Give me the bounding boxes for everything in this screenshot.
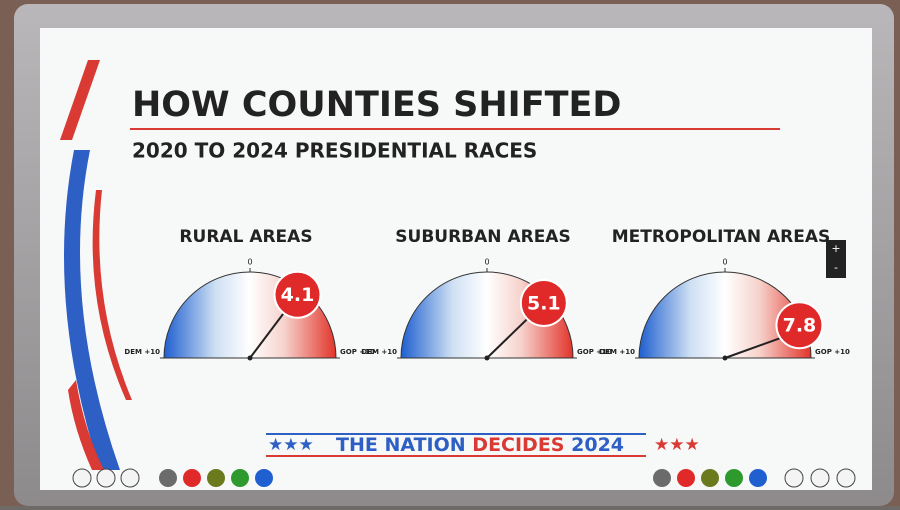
value-badge bbox=[273, 270, 322, 319]
toolbar bbox=[72, 468, 856, 488]
gauge-tick-label: GOP +10 bbox=[577, 348, 612, 356]
value-badge bbox=[519, 278, 568, 327]
color-swatch[interactable] bbox=[725, 469, 743, 487]
decor-stripe bbox=[68, 380, 104, 470]
value-badge bbox=[775, 301, 824, 350]
gauge-label: RURAL AREAS bbox=[179, 227, 312, 247]
color-swatch[interactable] bbox=[183, 469, 201, 487]
footer-part: THE NATION bbox=[336, 434, 466, 456]
gauge-tick-label: 0 bbox=[722, 258, 727, 267]
color-swatch[interactable] bbox=[653, 469, 671, 487]
tool-button[interactable] bbox=[784, 468, 804, 488]
tool-button[interactable] bbox=[96, 468, 116, 488]
color-swatch[interactable] bbox=[677, 469, 695, 487]
tool-button[interactable] bbox=[72, 468, 92, 488]
gauge-label: SUBURBAN AREAS bbox=[395, 227, 570, 247]
gauge-tick-label: 0 bbox=[247, 258, 252, 267]
stars: ★★★ bbox=[654, 435, 700, 455]
footer-brand: THE NATION DECIDES 2024 bbox=[336, 434, 624, 456]
zoom-control[interactable] bbox=[826, 240, 846, 278]
stars: ★★★ bbox=[268, 435, 314, 455]
zoom-in[interactable]: + bbox=[831, 242, 840, 255]
tool-button[interactable] bbox=[120, 468, 140, 488]
needle-hub bbox=[247, 355, 253, 361]
gauge-tick-label: DEM +10 bbox=[124, 348, 160, 356]
zoom-out[interactable]: - bbox=[834, 261, 838, 274]
color-swatch[interactable] bbox=[159, 469, 177, 487]
display bbox=[40, 28, 872, 490]
gauge-tick-label: GOP +10 bbox=[340, 348, 375, 356]
tool-button[interactable] bbox=[810, 468, 830, 488]
footer-part: 2024 bbox=[571, 434, 624, 456]
color-swatch[interactable] bbox=[749, 469, 767, 487]
gauge-tick-label: GOP +10 bbox=[815, 348, 850, 356]
gauge-tick-label: 0 bbox=[484, 258, 489, 267]
decor-stripe bbox=[92, 190, 132, 400]
decor-stripe bbox=[63, 150, 120, 470]
gauges: RURAL AREAS DEM +10 0 GOP +10 4.1 SUBURBAN AR… bbox=[124, 227, 850, 361]
needle-hub bbox=[722, 355, 728, 361]
subtitle: 2020 TO 2024 PRESIDENTIAL RACES bbox=[132, 139, 537, 163]
decor-stripe bbox=[60, 60, 100, 140]
needle-hub bbox=[484, 355, 490, 361]
gauge-label: METROPOLITAN AREAS bbox=[612, 227, 831, 247]
gauge-tick-label: DEM +10 bbox=[361, 348, 397, 356]
color-swatch[interactable] bbox=[701, 469, 719, 487]
value-label: 4.1 bbox=[281, 284, 315, 306]
title: HOW COUNTIES SHIFTED bbox=[132, 85, 621, 125]
color-swatch[interactable] bbox=[255, 469, 273, 487]
footer-part: DECIDES bbox=[472, 434, 564, 456]
color-swatch[interactable] bbox=[231, 469, 249, 487]
gauge-tick-label: DEM +10 bbox=[599, 348, 635, 356]
value-label: 7.8 bbox=[783, 315, 817, 337]
value-label: 5.1 bbox=[527, 292, 561, 314]
tool-button[interactable] bbox=[836, 468, 856, 488]
color-swatch[interactable] bbox=[207, 469, 225, 487]
